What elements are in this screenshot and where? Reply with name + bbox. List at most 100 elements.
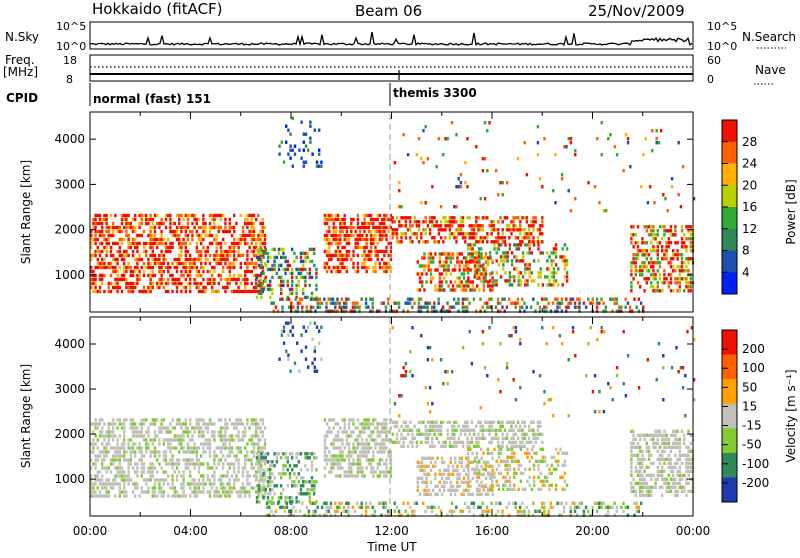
power-echo-cell bbox=[132, 218, 134, 221]
power-echo-cell bbox=[341, 246, 343, 249]
power-echo-cell bbox=[220, 226, 222, 229]
power-echo-cell bbox=[424, 302, 426, 305]
power-echo-cell bbox=[258, 248, 260, 251]
power-echo-cell bbox=[656, 129, 658, 132]
velocity-echo-cell bbox=[306, 488, 308, 491]
power-echo-cell bbox=[690, 245, 692, 248]
velocity-echo-cell bbox=[242, 486, 244, 489]
power-echo-cell bbox=[502, 228, 504, 231]
power-echo-cell bbox=[486, 306, 488, 309]
velocity-echo-cell bbox=[191, 438, 193, 441]
power-echo-cell bbox=[246, 234, 248, 237]
power-echo-cell bbox=[552, 189, 554, 192]
velocity-echo-cell bbox=[116, 446, 118, 449]
velocity-echo-cell bbox=[456, 489, 458, 492]
power-echo-cell bbox=[152, 254, 154, 257]
power-echo-cell bbox=[641, 261, 643, 264]
velocity-echo-cell bbox=[287, 460, 289, 463]
power-echo-cell bbox=[368, 258, 370, 261]
power-echo-cell bbox=[668, 261, 670, 264]
power-echo-cell bbox=[659, 273, 661, 276]
velocity-echo-cell bbox=[330, 470, 332, 473]
power-echo-cell bbox=[127, 222, 129, 225]
velocity-echo-cell bbox=[149, 450, 151, 453]
power-echo-cell bbox=[235, 222, 237, 225]
power-echo-cell bbox=[532, 220, 534, 223]
velocity-echo-cell bbox=[108, 422, 110, 425]
velocity-echo-cell bbox=[507, 464, 509, 467]
power-echo-cell bbox=[656, 141, 658, 144]
velocity-echo-cell bbox=[542, 480, 544, 483]
velocity-echo-cell bbox=[453, 437, 455, 440]
velocity-echo-cell bbox=[182, 494, 184, 497]
power-echo-cell bbox=[405, 220, 407, 223]
power-echo-cell bbox=[158, 278, 160, 281]
power-echo-cell bbox=[423, 264, 425, 267]
power-echo-cell bbox=[461, 252, 463, 255]
power-echo-cell bbox=[662, 193, 664, 196]
power-echo-cell bbox=[489, 284, 491, 287]
power-echo-cell bbox=[518, 275, 520, 278]
power-echo-cell bbox=[363, 258, 365, 261]
velocity-echo-cell bbox=[154, 466, 156, 469]
velocity-echo-cell bbox=[368, 426, 370, 429]
power-echo-cell bbox=[646, 265, 648, 268]
power-echo-cell bbox=[147, 274, 149, 277]
velocity-echo-cell bbox=[419, 465, 421, 468]
power-echo-cell bbox=[553, 271, 555, 274]
power-echo-cell bbox=[533, 279, 535, 282]
power-echo-cell bbox=[509, 271, 511, 274]
power-echo-cell bbox=[255, 290, 257, 293]
power-echo-cell bbox=[405, 236, 407, 239]
velocity-echo-cell bbox=[574, 502, 576, 505]
velocity-echo-cell bbox=[497, 437, 499, 440]
power-echo-cell bbox=[240, 266, 242, 269]
power-echo-cell bbox=[526, 263, 528, 266]
velocity-echo-cell bbox=[464, 421, 466, 424]
power-echo-cell bbox=[280, 248, 282, 251]
velocity-echo-cell bbox=[163, 494, 165, 497]
velocity-echo-cell bbox=[130, 454, 132, 457]
velocity-echo-cell bbox=[443, 473, 445, 476]
power-echo-cell bbox=[537, 243, 539, 246]
velocity-echo-cell bbox=[138, 450, 140, 453]
velocity-echo-cell bbox=[352, 418, 354, 421]
velocity-echo-cell bbox=[363, 450, 365, 453]
power-echo-cell bbox=[281, 298, 283, 301]
power-echo-cell bbox=[663, 273, 665, 276]
velocity-echo-cell bbox=[480, 457, 482, 460]
power-echo-cell bbox=[165, 226, 167, 229]
velocity-echo-cell bbox=[292, 506, 294, 509]
power-echo-cell bbox=[377, 214, 379, 217]
velocity-echo-cell bbox=[119, 470, 121, 473]
power-echo-cell bbox=[609, 298, 611, 301]
velocity-echo-cell bbox=[180, 474, 182, 477]
velocity-echo-cell bbox=[138, 458, 140, 461]
power-echo-cell bbox=[529, 243, 531, 246]
velocity-echo-cell bbox=[311, 464, 313, 467]
power-echo-cell bbox=[169, 266, 171, 269]
power-echo-cell bbox=[123, 266, 125, 269]
velocity-echo-cell bbox=[400, 425, 402, 428]
velocity-echo-cell bbox=[182, 458, 184, 461]
power-echo-cell bbox=[255, 218, 257, 221]
velocity-echo-cell bbox=[158, 454, 160, 457]
velocity-echo-cell bbox=[127, 462, 129, 465]
power-echo-cell bbox=[641, 241, 643, 244]
power-echo-cell bbox=[125, 278, 127, 281]
power-echo-cell bbox=[541, 220, 543, 223]
power-echo-cell bbox=[537, 236, 539, 239]
velocity-echo-cell bbox=[377, 422, 379, 425]
power-echo-cell bbox=[282, 268, 284, 271]
power-echo-cell bbox=[475, 220, 477, 223]
power-echo-cell bbox=[366, 246, 368, 249]
power-echo-cell bbox=[392, 232, 394, 235]
velocity-echo-cell bbox=[123, 426, 125, 429]
velocity-echo-cell bbox=[191, 446, 193, 449]
velocity-echo-cell bbox=[291, 484, 293, 487]
power-echo-cell bbox=[672, 233, 674, 236]
power-echo-cell bbox=[537, 247, 539, 250]
velocity-echo-cell bbox=[260, 464, 262, 467]
power-echo-cell bbox=[335, 214, 337, 217]
velocity-echo-cell bbox=[471, 502, 473, 505]
